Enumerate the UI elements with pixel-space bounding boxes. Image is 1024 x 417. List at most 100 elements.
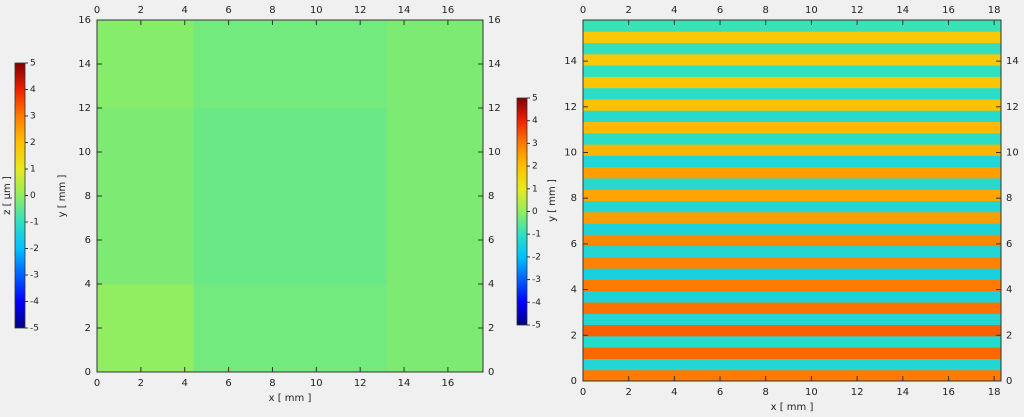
heatmap-cell (583, 357, 1002, 371)
heatmap-cell (583, 64, 1002, 77)
y-tick-label-right: 16 (488, 15, 501, 26)
colorbar-tick-label: 4 (532, 116, 538, 126)
x-tick-label: 2 (625, 387, 631, 398)
y-tick-label-right: 14 (488, 59, 501, 70)
y-tick-label-right: 10 (488, 147, 501, 158)
colorbar-tick-label: 5 (30, 59, 36, 69)
x-axis-label: x [ mm ] (269, 393, 312, 404)
plot-frame (582, 19, 1002, 382)
x-tick-label-top: 8 (763, 5, 769, 16)
y-tick-label: 6 (85, 235, 91, 246)
heatmap-cell (583, 290, 1002, 303)
colorbar-tick-label: 1 (532, 184, 538, 194)
colorbar (516, 97, 528, 326)
x-tick-label-top: 16 (942, 5, 955, 16)
heatmap-cell (583, 19, 1002, 32)
heatmap-cell (583, 256, 1002, 269)
y-tick-label: 8 (85, 191, 91, 202)
colorbar-tick-label: -1 (30, 218, 39, 228)
x-tick-label: 8 (763, 387, 769, 398)
x-tick-label-top: 12 (354, 5, 367, 16)
x-tick-label-top: 8 (269, 5, 275, 16)
heatmap-cell (583, 154, 1002, 168)
y-tick-label-right: 14 (1006, 56, 1019, 67)
y-tick-label-right: 10 (1006, 148, 1019, 159)
x-tick-label: 2 (138, 378, 144, 389)
y-tick-label: 0 (85, 367, 91, 378)
x-tick-label: 16 (942, 387, 955, 398)
colorbar-tick-label: 4 (30, 85, 36, 95)
y-tick-label: 12 (564, 102, 577, 113)
heatmap-cell (386, 195, 484, 285)
heatmap-cell (97, 283, 194, 373)
heatmap-cell (97, 107, 194, 197)
heatmap-cell (583, 166, 1002, 179)
x-tick-label: 18 (988, 387, 1001, 398)
x-axis-label: x [ mm ] (771, 402, 814, 413)
x-tick-label-top: 6 (225, 5, 231, 16)
colorbar-tick-label: -5 (532, 321, 541, 331)
heatmap-cell (583, 267, 1002, 280)
x-tick-label-top: 14 (398, 5, 411, 16)
y-tick-label-right: 12 (488, 103, 501, 114)
colorbar-tick-label: -3 (30, 271, 39, 281)
heatmap-cell (583, 132, 1002, 145)
heatmap-cell (583, 30, 1002, 44)
heatmap-cell (193, 283, 291, 373)
heatmap-cell (583, 200, 1002, 213)
y-tick-label-right: 8 (488, 191, 494, 202)
heatmap-cell (583, 324, 1002, 337)
y-axis-label: y [ mm ] (57, 175, 68, 218)
x-tick-label: 10 (310, 378, 323, 389)
x-tick-label: 16 (442, 378, 455, 389)
heatmap-cell (583, 211, 1002, 224)
colorbar-tick-label: -2 (532, 252, 541, 262)
x-tick-label: 6 (717, 387, 723, 398)
x-tick-label: 0 (580, 387, 586, 398)
x-tick-label-top: 4 (182, 5, 188, 16)
heatmap-cell (583, 335, 1002, 348)
y-tick-label-right: 8 (1006, 193, 1012, 204)
heatmap-cell (583, 109, 1002, 123)
x-tick-label-top: 2 (138, 5, 144, 16)
colorbar-tick-label: 2 (30, 138, 36, 148)
heatmap-cell (583, 222, 1002, 235)
colorbar-tick-label: 0 (30, 191, 36, 201)
y-tick-label-right: 2 (1006, 330, 1012, 341)
heatmap-cell (583, 301, 1002, 314)
heatmap-cell (97, 195, 194, 285)
x-tick-label: 0 (94, 378, 100, 389)
y-tick-label-right: 12 (1006, 102, 1019, 113)
heatmap-cell (193, 107, 291, 197)
heatmap-cell (290, 107, 387, 197)
x-tick-label: 6 (225, 378, 231, 389)
x-tick-label-top: 2 (625, 5, 631, 16)
heatmap-cell (583, 87, 1002, 100)
y-tick-label: 2 (85, 323, 91, 334)
y-tick-label: 14 (564, 56, 577, 67)
x-tick-label: 14 (398, 378, 411, 389)
heatmap-cell (583, 75, 1002, 89)
heatmap-cell (583, 188, 1002, 201)
x-tick-label-top: 18 (988, 5, 1001, 16)
x-tick-label: 14 (896, 387, 909, 398)
heatmap-cell (583, 312, 1002, 326)
y-tick-label: 16 (78, 15, 91, 26)
colorbar-tick-label: 5 (532, 94, 538, 104)
x-tick-label-top: 14 (896, 5, 909, 16)
heatmap-cell (386, 283, 484, 373)
heatmap-cell (290, 195, 387, 285)
heatmap-cell (583, 42, 1002, 55)
heatmap-cell (193, 19, 291, 109)
colorbar-tick-label: -4 (30, 297, 39, 307)
y-tick-label: 10 (564, 148, 577, 159)
colorbar-tick-label: 3 (532, 139, 538, 149)
y-tick-label: 4 (571, 285, 577, 296)
heatmap-cell (583, 278, 1002, 292)
colorbar-tick-label: -4 (532, 298, 541, 308)
x-tick-label: 4 (182, 378, 188, 389)
heatmap-cell (583, 245, 1002, 258)
colorbar-tick-label: -3 (532, 275, 541, 285)
x-tick-label-top: 16 (442, 5, 455, 16)
